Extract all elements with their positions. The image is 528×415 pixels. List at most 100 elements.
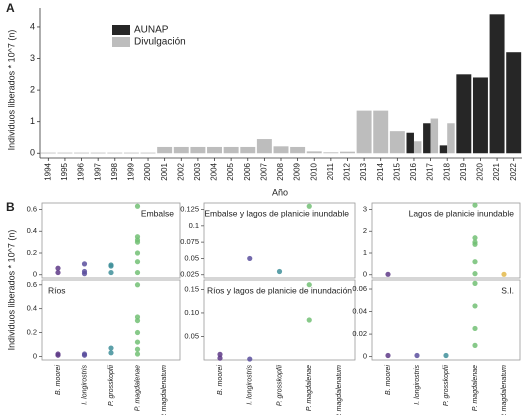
bar [157, 146, 173, 154]
x-tick-label: 2019 [459, 162, 468, 180]
bar [356, 110, 372, 154]
x-tick-label: 2020 [476, 162, 485, 180]
x-tick-label: 2010 [309, 162, 318, 180]
dot [134, 282, 141, 288]
bar [107, 152, 123, 154]
x-tick-label: I. longirostris [247, 365, 254, 405]
panel-title: Lagos de planicie inundable [409, 208, 515, 218]
dot [217, 351, 223, 357]
dot [306, 203, 312, 209]
dot [81, 352, 88, 358]
panel-title: Embalse [141, 208, 174, 218]
dot [108, 263, 114, 269]
dot [472, 303, 478, 309]
dot [134, 259, 141, 265]
dot [472, 280, 478, 286]
x-tick-label: P. magdalenatum [501, 365, 508, 415]
dot [134, 314, 141, 320]
x-tick-label: 2021 [492, 162, 501, 180]
x-tick-label: 2015 [392, 162, 401, 180]
legend-swatch [112, 37, 130, 47]
x-tick-label: 2014 [376, 162, 385, 180]
dot [134, 269, 141, 276]
bar [57, 152, 73, 154]
dot [134, 239, 141, 245]
panel-frame [203, 202, 356, 279]
bar [90, 152, 106, 154]
bar [430, 118, 439, 154]
bar [439, 145, 448, 154]
bar [207, 146, 222, 154]
bar [74, 152, 90, 154]
x-axis-label: Año [272, 187, 288, 197]
y-tick-label: 0 [33, 351, 37, 360]
y-tick-label: 0.02 [352, 329, 367, 338]
x-tick-label: 2012 [343, 162, 352, 180]
dot [108, 269, 114, 276]
x-tick-label: P. magdalenae [134, 365, 141, 411]
bar [423, 123, 431, 154]
x-tick-label: P. grosskopfii [443, 365, 450, 407]
x-tick-label: 1996 [77, 162, 86, 180]
panel-title: Ríos [48, 285, 65, 295]
x-tick-label: I. longirostris [81, 365, 88, 405]
y-tick-label: 0.1 [189, 221, 199, 230]
bar [190, 146, 206, 154]
bar [273, 146, 289, 154]
bar [447, 123, 455, 154]
dot [108, 350, 114, 356]
dot [108, 345, 114, 351]
panel-frame [371, 202, 521, 279]
dot [276, 268, 283, 275]
x-tick-label: 2017 [426, 162, 435, 180]
bar [223, 146, 239, 154]
dot [385, 352, 391, 359]
bar [489, 14, 505, 154]
x-tick-label: 2006 [243, 162, 252, 180]
y-tick-label: 0.4 [27, 304, 37, 313]
dot [472, 235, 478, 241]
dot [306, 282, 312, 288]
x-tick-label: 2005 [226, 162, 235, 180]
dot [472, 259, 478, 265]
y-tick-label: 0 [30, 148, 35, 158]
y-tick-label: 3 [363, 205, 367, 214]
x-tick-label: P. magdalenatum [336, 365, 343, 415]
bar [123, 152, 139, 154]
bar [173, 146, 189, 154]
y-axis-label: Individuos liberados * 10^7 (n) [6, 30, 16, 151]
dot [55, 352, 61, 358]
x-tick-label: B. moorei [385, 365, 392, 395]
x-tick-label: 2002 [176, 162, 185, 180]
y-tick-label: 2 [30, 84, 35, 94]
x-tick-label: 1994 [43, 162, 52, 180]
x-tick-label: 1999 [127, 162, 136, 180]
bar [373, 110, 389, 154]
panel-label: B [6, 200, 15, 214]
x-tick-label: I. longirostris [414, 365, 421, 405]
x-tick-label: P. magdalenae [306, 365, 313, 411]
bar [40, 152, 56, 154]
dot [472, 271, 478, 277]
bar [323, 152, 339, 154]
y-tick-label: 2 [363, 226, 367, 235]
y-tick-label: 0.075 [180, 237, 199, 246]
bar [340, 151, 355, 154]
dot [472, 325, 478, 332]
bar [140, 152, 156, 154]
y-tick-label: 1 [30, 116, 35, 126]
legend-label: AUNAP [134, 25, 169, 36]
x-tick-label: 2004 [210, 162, 219, 180]
legend-swatch [112, 25, 130, 35]
dot [247, 255, 253, 262]
dot [472, 241, 478, 247]
x-tick-label: 2022 [509, 162, 518, 180]
dot [81, 271, 88, 277]
y-tick-label: 1 [363, 248, 367, 257]
dot [134, 250, 141, 256]
dot [217, 355, 223, 361]
dot [414, 352, 420, 359]
y-tick-label: 0.10 [184, 308, 199, 317]
x-tick-label: 2016 [409, 162, 418, 180]
